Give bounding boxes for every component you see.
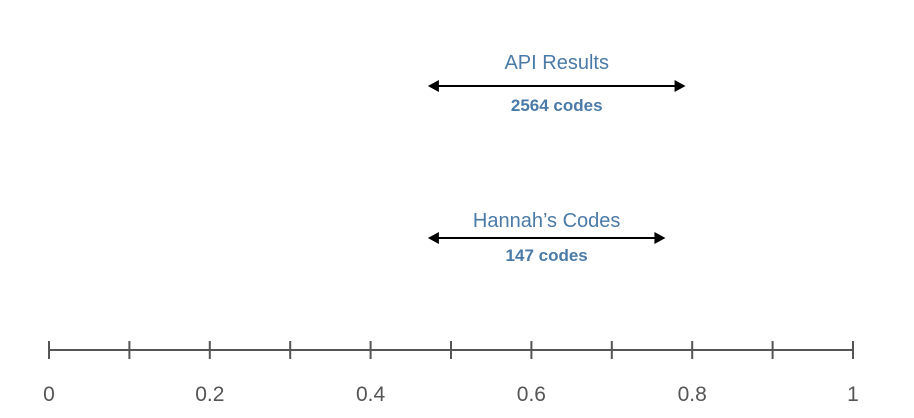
range-count-label: 147 codes (506, 246, 588, 265)
x-tick-label: 0.8 (678, 383, 707, 406)
x-tick-label: 1 (847, 383, 859, 406)
range-low-arrow (427, 80, 439, 92)
range-label: API Results (504, 52, 608, 74)
x-tick-label: 0.2 (195, 383, 224, 406)
range-row: API Results 2564 codes (427, 52, 686, 115)
range-label: Hannah’s Codes (473, 210, 621, 232)
range-low-arrow (427, 232, 439, 244)
range-row: Hannah’s Codes 147 codes (427, 210, 666, 265)
range-count-label: 2564 codes (511, 96, 603, 115)
range-high-arrow (674, 80, 686, 92)
range-high-arrow (654, 232, 666, 244)
range-series-group: API Results 2564 codes Hannah’s Codes 147 c… (427, 52, 686, 265)
x-tick-label: 0.4 (356, 383, 386, 406)
x-tick-label: 0.6 (517, 383, 546, 406)
x-tick-label: 0 (43, 383, 55, 406)
x-axis: 0 0.2 0.4 0.6 0.8 1 (43, 341, 859, 406)
